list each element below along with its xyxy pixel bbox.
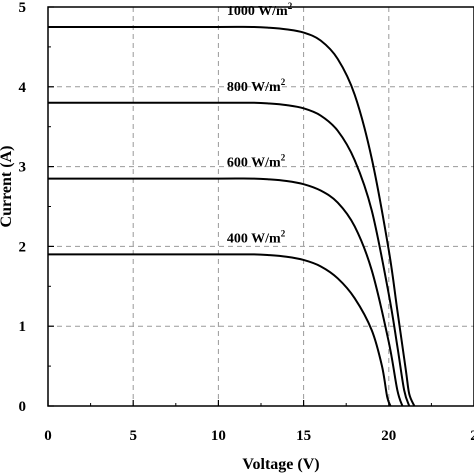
irradiance-label-sup: 2 xyxy=(281,228,286,238)
x-axis-title: Voltage (V) xyxy=(242,456,319,473)
ticks xyxy=(47,6,474,407)
irradiance-label-sup: 2 xyxy=(288,1,293,11)
y-tick-label: 2 xyxy=(19,239,27,255)
irradiance-label-text: 1000 W/m xyxy=(227,4,288,19)
y-tick-label: 3 xyxy=(19,160,27,176)
irradiance-label: 600 W/m2 xyxy=(227,153,286,171)
x-tick-label: 5 xyxy=(129,428,137,444)
series-curves xyxy=(47,25,416,407)
series-line-1 xyxy=(47,101,411,407)
y-tick-label: 0 xyxy=(19,399,27,415)
y-tick-label: 5 xyxy=(19,0,27,16)
x-tick-label: 15 xyxy=(296,428,311,444)
irradiance-label: 1000 W/m2 xyxy=(227,1,293,19)
x-tick-label: 0 xyxy=(44,428,52,444)
irradiance-label: 800 W/m2 xyxy=(227,77,286,95)
series-line-3 xyxy=(48,253,392,407)
y-axis-title: Current (A) xyxy=(0,146,15,228)
irradiance-label-text: 600 W/m xyxy=(227,156,281,171)
y-tick-label: 1 xyxy=(19,319,27,335)
irradiance-label-text: 400 W/m xyxy=(227,231,281,246)
irradiance-label-sup: 2 xyxy=(281,77,286,87)
grid xyxy=(48,7,474,406)
x-tick-label: 20 xyxy=(381,428,396,444)
series-line-2 xyxy=(48,177,404,407)
irradiance-label: 400 W/m2 xyxy=(227,228,286,246)
plot-frame xyxy=(47,6,474,407)
y-tick-label: 4 xyxy=(19,80,27,96)
series-line-0 xyxy=(48,25,416,407)
irradiance-label-sup: 2 xyxy=(281,153,286,163)
x-tick-label: 2 xyxy=(470,428,474,444)
x-tick-label: 10 xyxy=(211,428,226,444)
irradiance-label-text: 800 W/m xyxy=(227,80,281,95)
